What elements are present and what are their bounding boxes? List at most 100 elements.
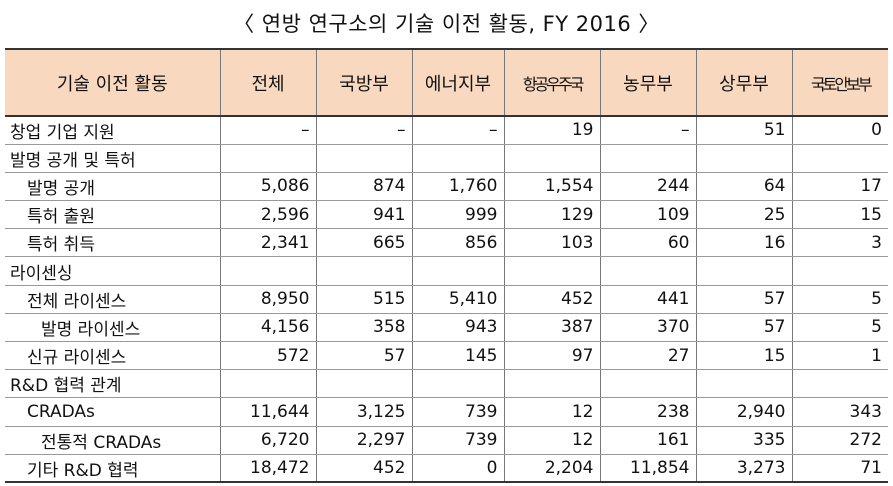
table-cell (695, 144, 792, 173)
row-label: 전통적 CRADAs (5, 426, 220, 455)
table-row: 특허 출원 2,596 941 999 129 109 25 15 (5, 200, 888, 230)
table-cell: 0 (791, 116, 888, 145)
table-cell: 358 (315, 313, 412, 343)
row-label: 발명 라이센스 (5, 313, 220, 343)
table-cell: 739 (411, 397, 504, 427)
table-cell: 272 (791, 426, 888, 455)
table-cell: – (219, 116, 316, 145)
table-cell: 387 (503, 313, 600, 343)
table-cell: 999 (411, 200, 504, 230)
table-cell (695, 369, 792, 399)
table-cell: 515 (315, 285, 412, 314)
row-label: 창업 기업 지원 (5, 116, 220, 145)
table-body: 창업 기업 지원 – – –19–51 0 발명 공개 및 특허 발명 공개 5,086 874… (5, 116, 888, 484)
table-cell: 452 (503, 285, 600, 314)
table-cell: 57 (695, 285, 792, 314)
header-doc: 상무부 (695, 48, 792, 117)
table-cell: 452 (315, 454, 412, 484)
table-cell: 16 (695, 228, 792, 258)
header-nasa: 항공우주국 (503, 48, 600, 117)
table-row: 발명 공개 5,086 874 1,760 1,554 244 64 17 (5, 172, 888, 202)
table-cell: 5 (791, 313, 888, 343)
row-label: 신규 라이센스 (5, 341, 220, 371)
table-cell: 5,410 (411, 285, 504, 314)
table-cell: 5 (791, 285, 888, 314)
row-label: 기타 R&D 협력 (5, 454, 220, 484)
header-dhs-label: 국토안보부 (810, 74, 873, 94)
table-cell (219, 256, 316, 286)
table-cell: 19 (503, 116, 600, 145)
table-cell: 2,341 (219, 228, 316, 258)
table-cell: 11,644 (219, 397, 316, 427)
table-row: 특허 취득 2,341 665 856 103 60 16 3 (5, 228, 888, 258)
table-cell: 4,156 (219, 313, 316, 343)
row-label: 특허 출원 (5, 200, 220, 230)
table-cell: 238 (599, 397, 696, 427)
table-cell (791, 144, 888, 173)
table-cell (503, 144, 600, 173)
table-cell: 3 (791, 228, 888, 258)
table-cell: 103 (503, 228, 600, 258)
row-label: 전체 라이센스 (5, 285, 220, 314)
header-row: 기술 이전 활동 전체 국방부 에너지부 항공우주국 농무부 상무부 국토안보부 (5, 48, 888, 117)
table-cell: 12 (503, 426, 600, 455)
table-cell: 2,297 (315, 426, 412, 455)
table-cell (315, 144, 412, 173)
table-cell: 1 (791, 341, 888, 371)
table-cell: 109 (599, 200, 696, 230)
table-row: 신규 라이센스 572 57 145 97 27 15 1 (5, 341, 888, 371)
table-cell: 15 (791, 200, 888, 230)
header-doe: 에너지부 (411, 48, 504, 117)
table-row: 기타 R&D 협력 18,472 452 0 2,204 11,854 3,273 71 (5, 454, 888, 484)
table-cell: 874 (315, 172, 412, 202)
table-cell (411, 144, 504, 173)
table-cell: 739 (411, 426, 504, 455)
table-cell: 370 (599, 313, 696, 343)
table-cell: 129 (503, 200, 600, 230)
table-cell: – (315, 116, 412, 145)
table-cell: 0 (411, 454, 504, 484)
table-cell (791, 369, 888, 399)
table-cell: 145 (411, 341, 504, 371)
table-cell: 161 (599, 426, 696, 455)
table-row: 발명 라이센스 4,156 358 943 387 370 57 5 (5, 313, 888, 343)
table-row: 전통적 CRADAs 6,720 2,297 739 12 161 335 272 (5, 426, 888, 455)
table-title: 〈 연방 연구소의 기술 이전 활동, FY 2016 〉 (233, 12, 660, 36)
table-cell: 27 (599, 341, 696, 371)
table-cell: 8,950 (219, 285, 316, 314)
table-cell: 572 (219, 341, 316, 371)
table-cell (599, 369, 696, 399)
table-cell: – (599, 116, 696, 145)
table-cell: 2,204 (503, 454, 600, 484)
table-cell: 5,086 (219, 172, 316, 202)
table-row: R&D 협력 관계 (5, 369, 888, 399)
table-cell: 441 (599, 285, 696, 314)
table-cell: 343 (791, 397, 888, 427)
table-cell (219, 144, 316, 173)
table-cell: 3,125 (315, 397, 412, 427)
header-total: 전체 (219, 48, 316, 117)
table-cell (503, 369, 600, 399)
table-cell: 17 (791, 172, 888, 202)
table-cell (599, 256, 696, 286)
table-cell (411, 369, 504, 399)
table-row: 발명 공개 및 특허 (5, 144, 888, 173)
table-cell: 665 (315, 228, 412, 258)
table-cell: 1,760 (411, 172, 504, 202)
table-cell (695, 256, 792, 286)
table-cell (599, 144, 696, 173)
table-cell: 71 (791, 454, 888, 484)
table-cell: 25 (695, 200, 792, 230)
table-row: CRADAs 11,644 3,125 739 12 238 2,940 343 (5, 397, 888, 427)
row-label: 라이센싱 (5, 256, 220, 286)
table-cell: 97 (503, 341, 600, 371)
table-cell (219, 369, 316, 399)
table-cell (315, 256, 412, 286)
table-cell (503, 256, 600, 286)
table-cell: 51 (695, 116, 792, 145)
table-cell: 15 (695, 341, 792, 371)
table-cell: 64 (695, 172, 792, 202)
row-label: CRADAs (5, 397, 220, 427)
table-cell: 18,472 (219, 454, 316, 484)
table-row: 전체 라이센스 8,950 515 5,410 452 441 57 5 (5, 285, 888, 314)
